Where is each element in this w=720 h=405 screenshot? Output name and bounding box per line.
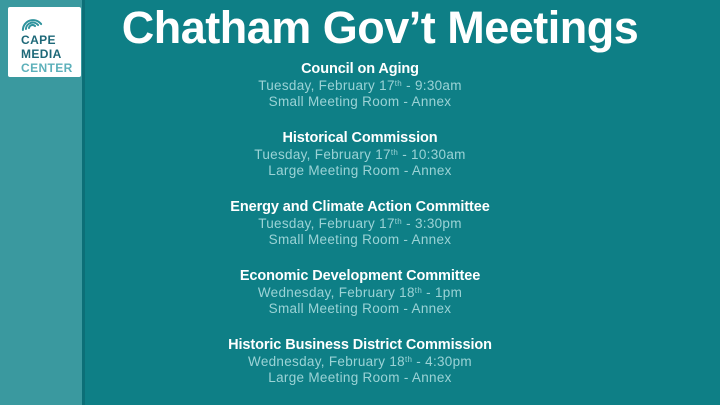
meeting-name: Economic Development Committee: [239, 268, 481, 284]
meeting-date-ordinal: th: [390, 148, 399, 157]
meeting-date-ordinal: th: [404, 355, 413, 364]
meeting-date-text: Wednesday, February 18: [257, 285, 415, 300]
meeting-time-text: - 9:30am: [402, 78, 462, 93]
meeting-date-ordinal: th: [394, 217, 403, 226]
meeting-time-text: - 1pm: [422, 285, 463, 300]
meeting-location: Small Meeting Room - Annex: [268, 93, 452, 109]
meeting-location: Large Meeting Room - Annex: [268, 162, 452, 178]
meeting-time-text: - 4:30pm: [412, 354, 472, 369]
meeting-name: Council on Aging: [301, 61, 419, 77]
broadcast-waves-icon: [21, 19, 43, 31]
meetings-list: Council on Aging Tuesday, February 17th …: [0, 60, 720, 405]
meeting-datetime: Tuesday, February 17th - 9:30am: [0, 78, 720, 94]
page-title: Chatham Gov’t Meetings: [121, 2, 639, 53]
meeting-item: Historical Commission Tuesday, February …: [0, 129, 720, 178]
meeting-item: Historic Business District Commission We…: [0, 336, 720, 385]
meeting-date-text: Wednesday, February 18: [248, 354, 405, 369]
meeting-name: Energy and Climate Action Committee: [230, 199, 490, 215]
meeting-name: Historic Business District Commission: [228, 337, 492, 353]
meeting-date-ordinal: th: [394, 79, 403, 88]
meeting-location: Large Meeting Room - Annex: [268, 369, 452, 385]
meeting-date-text: Tuesday, February 17: [258, 216, 395, 231]
meeting-time-text: - 3:30pm: [402, 216, 462, 231]
meeting-datetime: Wednesday, February 18th - 4:30pm: [0, 354, 720, 370]
meeting-name: Historical Commission: [282, 130, 438, 146]
meeting-location: Small Meeting Room - Annex: [268, 300, 452, 316]
meeting-item: Economic Development Committee Wednesday…: [0, 267, 720, 316]
meeting-location: Small Meeting Room - Annex: [268, 231, 452, 247]
meeting-date-text: Tuesday, February 17: [258, 78, 395, 93]
meeting-datetime: Tuesday, February 17th - 3:30pm: [0, 216, 720, 232]
meeting-date-ordinal: th: [414, 286, 423, 295]
logo-text-center: CENTER: [21, 61, 73, 75]
logo-text-cape: CAPE: [21, 33, 56, 47]
logo-text-media: MEDIA: [21, 47, 62, 61]
meeting-time-text: - 10:30am: [398, 147, 466, 162]
meeting-item: Council on Aging Tuesday, February 17th …: [0, 60, 720, 109]
meeting-datetime: Wednesday, February 18th - 1pm: [0, 285, 720, 301]
cape-media-center-logo: CAPE MEDIA CENTER: [8, 7, 81, 77]
meeting-datetime: Tuesday, February 17th - 10:30am: [0, 147, 720, 163]
meeting-item: Energy and Climate Action Committee Tues…: [0, 198, 720, 247]
meeting-date-text: Tuesday, February 17: [254, 147, 391, 162]
